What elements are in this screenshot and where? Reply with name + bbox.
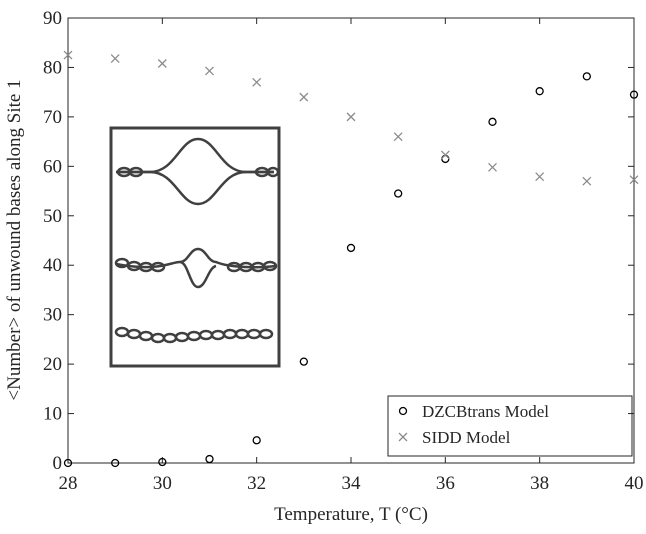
data-point bbox=[582, 72, 591, 81]
y-tick-label: 30 bbox=[43, 305, 62, 326]
data-point bbox=[488, 162, 497, 172]
data-point bbox=[629, 90, 639, 99]
data-point bbox=[299, 357, 308, 366]
data-point bbox=[299, 92, 309, 102]
y-tick-label: 50 bbox=[43, 206, 62, 227]
legend-label: DZCBtrans Model bbox=[422, 402, 549, 421]
data-point bbox=[111, 458, 120, 468]
x-tick-label: 30 bbox=[153, 473, 172, 494]
data-point bbox=[63, 50, 73, 60]
data-point bbox=[535, 172, 545, 182]
data-point bbox=[205, 454, 214, 464]
y-axis-label: <Number> of unwound bases along Site 1 bbox=[4, 79, 25, 400]
x-axis-label: Temperature, T (°C) bbox=[274, 504, 428, 525]
x-tick-label: 40 bbox=[625, 473, 644, 494]
data-point bbox=[158, 457, 167, 467]
data-point bbox=[110, 54, 120, 64]
y-tick-label: 70 bbox=[43, 107, 62, 128]
x-tick-label: 36 bbox=[436, 473, 455, 494]
data-point bbox=[535, 87, 544, 96]
inset-diagram bbox=[109, 126, 281, 368]
data-point bbox=[157, 59, 167, 68]
data-point bbox=[252, 436, 261, 445]
y-tick-label: 90 bbox=[43, 8, 62, 29]
y-tick-label: 80 bbox=[43, 57, 62, 78]
x-tick-label: 34 bbox=[342, 473, 362, 494]
data-point bbox=[441, 154, 450, 164]
y-tick-label: 10 bbox=[43, 404, 62, 425]
x-tick-label: 32 bbox=[247, 473, 266, 494]
data-point bbox=[629, 175, 639, 185]
x-tick-label: 28 bbox=[59, 473, 78, 494]
x-tick-label: 38 bbox=[530, 473, 549, 494]
data-point bbox=[582, 176, 592, 186]
data-point bbox=[440, 150, 450, 160]
legend bbox=[387, 395, 633, 457]
data-point bbox=[393, 132, 403, 142]
legend-marker bbox=[398, 432, 408, 442]
data-point bbox=[346, 243, 356, 253]
data-point bbox=[205, 66, 214, 76]
y-tick-label: 0 bbox=[53, 453, 63, 474]
legend-label: SIDD Model bbox=[422, 428, 511, 447]
y-tick-label: 20 bbox=[43, 354, 62, 375]
data-point bbox=[63, 458, 73, 468]
data-point bbox=[252, 77, 262, 87]
y-tick-label: 60 bbox=[43, 156, 62, 177]
data-point bbox=[346, 112, 356, 122]
legend-marker bbox=[398, 406, 408, 416]
y-tick-label: 40 bbox=[43, 255, 62, 276]
data-point bbox=[488, 117, 497, 126]
data-point bbox=[394, 189, 403, 198]
